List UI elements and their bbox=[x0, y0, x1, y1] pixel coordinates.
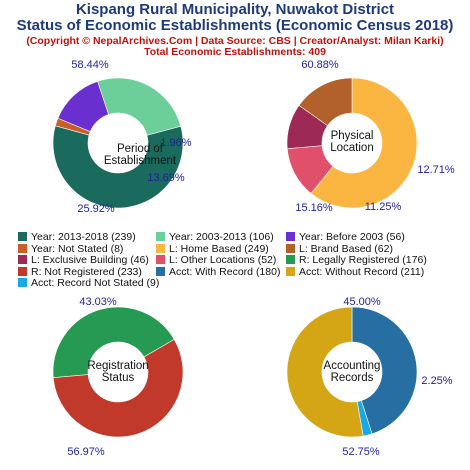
legend-label: Year: Before 2003 (56) bbox=[299, 231, 405, 243]
donut-center-label: Period of bbox=[117, 143, 164, 155]
donut-center-label: Location bbox=[330, 142, 373, 154]
legend-swatch bbox=[156, 243, 165, 253]
legend-item: L: Home Based (249) bbox=[156, 243, 269, 255]
legend-swatch bbox=[18, 243, 27, 253]
legend-swatch bbox=[18, 278, 27, 287]
legend-item: Year: 2003-2013 (106) bbox=[156, 231, 274, 243]
slice-percent-label: 45.00% bbox=[343, 296, 381, 308]
legend-item: Acct: Record Not Stated (9) bbox=[18, 277, 159, 289]
legend-swatch bbox=[156, 232, 165, 241]
legend-label: L: Brand Based (62) bbox=[299, 242, 393, 255]
legend-item: L: Brand Based (62) bbox=[286, 243, 393, 255]
donut-center-label: Status bbox=[102, 372, 135, 384]
slice-percent-label: 12.71% bbox=[417, 164, 455, 176]
slice-percent-label: 56.97% bbox=[67, 446, 105, 458]
legend-swatch bbox=[18, 255, 27, 264]
legend-label: Year: 2003-2013 (106) bbox=[169, 231, 274, 243]
donut-center-label: Registration bbox=[87, 360, 148, 372]
donut-center-label: Records bbox=[331, 372, 374, 384]
legend-label: Acct: Without Record (211) bbox=[299, 265, 425, 278]
slice-percent-label: 2.25% bbox=[421, 375, 452, 387]
donut-center-label: Establishment bbox=[104, 155, 177, 167]
legend-swatch bbox=[18, 266, 27, 276]
donut-hole bbox=[322, 113, 382, 173]
legend-label: Year: 2013-2018 (239) bbox=[31, 231, 136, 243]
legend-label: L: Other Locations (52) bbox=[169, 254, 277, 266]
donut-hole bbox=[322, 342, 382, 402]
legend-item: Acct: Without Record (211) bbox=[286, 266, 424, 278]
legend-label: Acct: With Record (180) bbox=[169, 265, 281, 278]
legend-item: R: Not Registered (233) bbox=[18, 266, 142, 278]
slice-percent-label: 25.92% bbox=[77, 203, 115, 215]
legend-label: L: Exclusive Building (46) bbox=[31, 254, 149, 266]
legend-item: Year: 2013-2018 (239) bbox=[18, 231, 136, 243]
legend-item: R: Legally Registered (176) bbox=[286, 254, 427, 266]
total-establishments: Total Economic Establishments: 409 bbox=[144, 46, 326, 58]
legend-swatch bbox=[18, 232, 27, 241]
legend-swatch bbox=[156, 266, 165, 276]
legend-label: R: Legally Registered (176) bbox=[299, 254, 427, 266]
slice-percent-label: 11.25% bbox=[365, 201, 402, 213]
legend-label: R: Not Registered (233) bbox=[31, 265, 142, 278]
donut-hole bbox=[88, 113, 148, 173]
slice-percent-label: 52.75% bbox=[342, 446, 380, 458]
legend-item: Year: Before 2003 (56) bbox=[286, 231, 405, 243]
legend-label: L: Home Based (249) bbox=[169, 242, 269, 255]
legend-swatch bbox=[156, 255, 165, 264]
legend-item: Acct: With Record (180) bbox=[156, 266, 280, 278]
legend-item: L: Exclusive Building (46) bbox=[18, 254, 149, 266]
legend-item: Year: Not Stated (8) bbox=[18, 243, 123, 255]
donut-center-label: Accounting bbox=[324, 360, 381, 372]
source-credit: (Copyright © NepalArchives.Com | Data So… bbox=[26, 35, 444, 47]
legend-label: Acct: Record Not Stated (9) bbox=[31, 277, 160, 289]
legend-swatch bbox=[286, 243, 295, 253]
legend-label: Year: Not Stated (8) bbox=[31, 242, 124, 255]
slice-percent-label: 43.03% bbox=[79, 296, 117, 308]
chart-title-line-1: Kispang Rural Municipality, Nuwakot Dist… bbox=[75, 1, 395, 18]
slice-percent-label: 15.16% bbox=[295, 202, 333, 214]
slice-percent-label: 1.96% bbox=[160, 137, 191, 149]
legend-swatch bbox=[286, 255, 295, 264]
legend-swatch bbox=[286, 232, 295, 241]
donut-center-label: Physical bbox=[331, 130, 374, 142]
slice-percent-label: 60.88% bbox=[301, 59, 339, 71]
slice-percent-label: 58.44% bbox=[71, 59, 109, 71]
legend-swatch bbox=[286, 266, 295, 276]
donut-hole bbox=[88, 342, 148, 402]
chart-title-line-2: Status of Economic Establishments (Econo… bbox=[16, 17, 454, 34]
legend-item: L: Other Locations (52) bbox=[156, 254, 276, 266]
slice-percent-label: 13.69% bbox=[147, 172, 185, 184]
